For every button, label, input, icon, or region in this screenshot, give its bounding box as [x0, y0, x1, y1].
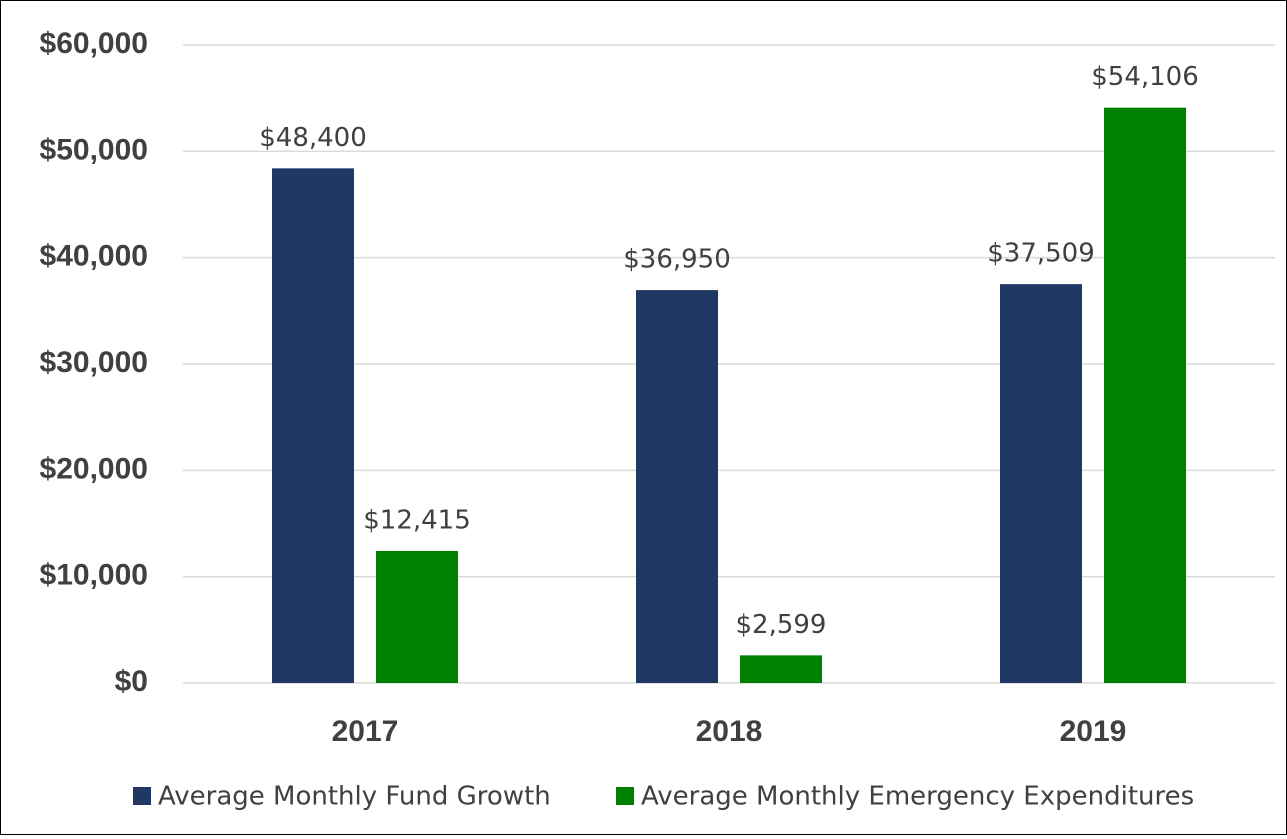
bar: [1000, 284, 1082, 683]
y-tick-label: $60,000: [40, 27, 148, 60]
x-tick-label: 2017: [332, 715, 399, 748]
bar: [272, 168, 354, 683]
bar: [376, 550, 458, 683]
legend-swatch: [133, 787, 151, 805]
bar: [1104, 107, 1186, 684]
y-tick-label: $50,000: [40, 133, 148, 166]
x-tick-label: 2018: [696, 715, 763, 748]
legend-swatch: [616, 787, 634, 805]
legend-label: Average Monthly Emergency Expenditures: [641, 782, 1194, 812]
x-tick-label: 2019: [1060, 715, 1127, 748]
bar: [636, 290, 718, 683]
value-label: $36,950: [623, 245, 731, 275]
bar: [740, 655, 822, 683]
y-tick-label: $20,000: [40, 452, 148, 485]
value-label: $37,509: [987, 239, 1095, 269]
y-tick-label: $30,000: [40, 346, 148, 379]
value-label: $54,106: [1091, 62, 1199, 92]
y-tick-label: $10,000: [40, 559, 148, 592]
legend-label: Average Monthly Fund Growth: [158, 782, 551, 812]
y-tick-label: $40,000: [40, 240, 148, 273]
value-label: $2,599: [736, 610, 827, 640]
y-tick-label: $0: [115, 665, 148, 698]
value-label: $48,400: [259, 123, 367, 153]
value-label: $12,415: [363, 505, 471, 535]
